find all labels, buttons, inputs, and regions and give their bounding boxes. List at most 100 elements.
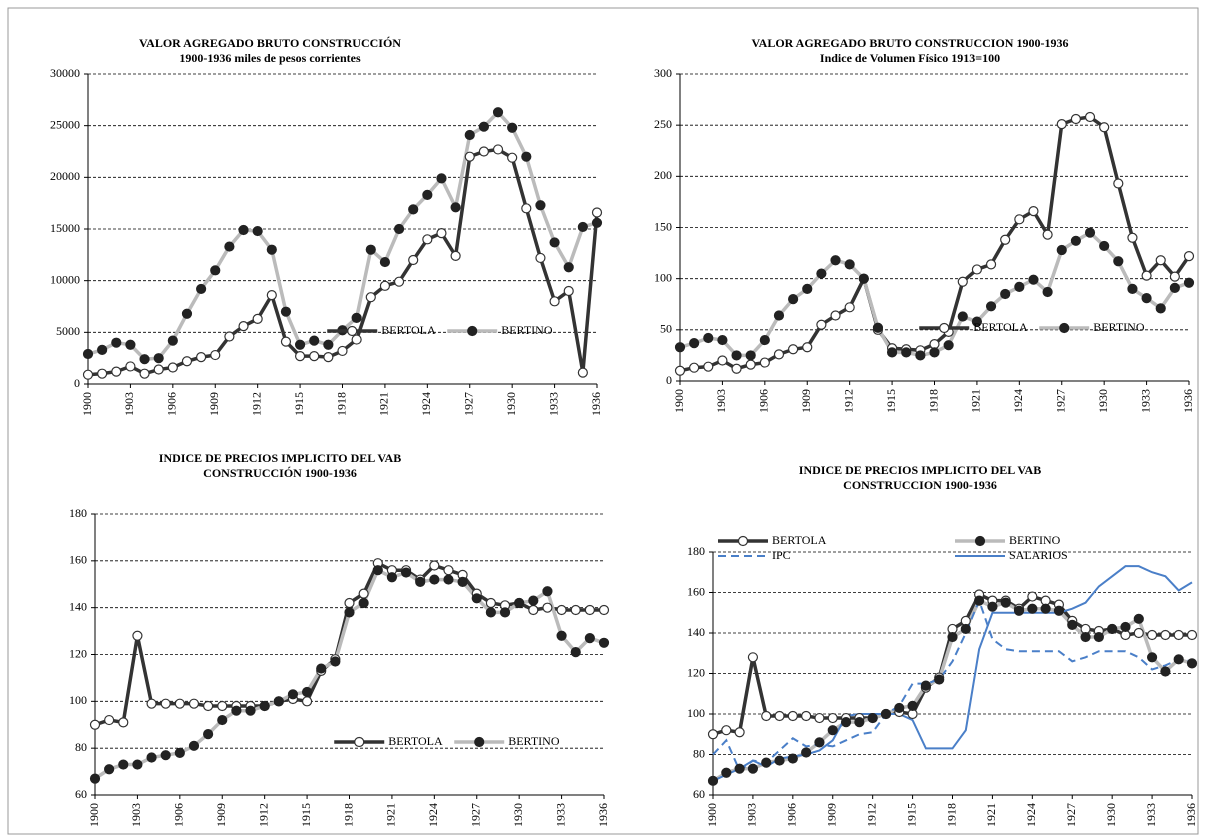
data-point [485,607,496,618]
data-point [894,702,905,714]
data-point [556,604,567,616]
data-point [188,740,200,751]
data-point [1133,627,1144,639]
series-line [679,230,1190,358]
x-tick-label: 1924 [1011,389,1025,413]
data-point [943,340,954,351]
data-point [787,710,798,722]
y-tick-label: 100 [687,706,705,720]
data-point [674,365,686,376]
data-point [422,189,433,200]
series-line [712,592,1192,736]
y-tick-label: 0 [666,373,672,387]
chart-subtitle: 1900-1936 miles de pesos corrientes [179,51,361,65]
data-point [1000,234,1011,245]
data-point [1067,619,1078,631]
x-tick-label: 1909 [214,803,228,827]
data-point [1027,591,1038,602]
data-point [1160,629,1171,641]
data-point [224,241,235,252]
x-tick-label: 1930 [1104,803,1118,827]
chart-title: INDICE DE PRECIOS IMPLICITO DEL VAB [159,451,401,465]
x-tick-label: 1906 [757,389,771,413]
data-point [492,107,504,118]
data-point [323,339,334,350]
data-point [146,698,157,709]
data-point [1169,282,1180,293]
legend-marker [1059,322,1070,334]
y-tick-label: 120 [69,646,87,660]
data-point [703,332,714,344]
data-point [309,335,320,346]
y-tick-label: 300 [654,66,672,80]
data-point [759,357,770,368]
data-point [104,764,115,775]
data-point [358,597,369,609]
data-point [598,637,610,648]
data-point [323,352,334,363]
data-point [139,368,150,379]
data-point [188,698,200,709]
data-point [132,759,143,770]
chart-title: INDICE DE PRECIOS IMPLICITO DEL VAB [799,463,1041,477]
data-point [1053,605,1065,616]
data-point [365,292,376,303]
data-point [1084,227,1096,238]
data-point [393,276,405,287]
x-tick-label: 1900 [705,803,719,827]
x-tick-label: 1924 [419,392,433,416]
x-tick-label: 1903 [122,392,136,416]
data-point [181,308,193,319]
chart-subtitle: CONSTRUCCION 1900-1936 [843,478,997,492]
data-point [598,604,610,616]
chart-subtitle: Indice de Volumen Físico 1913=100 [820,51,1000,65]
data-point [160,698,171,709]
data-point [181,356,193,367]
data-point [886,347,898,358]
y-tick-label: 30000 [50,66,80,80]
x-tick-label: 1927 [469,803,483,827]
legend-label: BERTOLA [388,734,443,748]
y-tick-label: 60 [75,787,87,801]
data-point [1146,652,1158,663]
x-tick-label: 1918 [334,392,348,416]
data-point [1107,623,1118,635]
data-point [1146,629,1158,641]
data-point [816,319,827,330]
data-point [1183,251,1195,262]
x-tick-label: 1909 [825,803,839,827]
data-point [82,348,94,360]
data-point [97,344,108,355]
x-tick-label: 1936 [1181,389,1195,413]
x-tick-label: 1933 [546,392,560,416]
data-point [802,283,813,294]
data-point [351,334,362,345]
data-point [563,262,574,273]
data-point [987,601,998,612]
data-point [844,259,855,270]
data-point [985,259,997,270]
data-point [217,714,228,726]
data-point [591,207,603,218]
data-point [947,631,958,643]
data-point [1028,206,1039,217]
data-point [111,337,122,348]
y-tick-label: 15000 [50,221,80,235]
y-tick-label: 150 [654,219,672,233]
data-point [721,767,732,778]
data-point [985,301,997,312]
data-point [1042,229,1053,240]
x-tick-label: 1918 [944,803,958,827]
y-tick-label: 5000 [56,324,80,338]
data-point [957,311,968,322]
data-point [89,719,101,730]
y-tick-label: 250 [654,117,672,131]
x-tick-label: 1900 [87,803,101,827]
y-tick-label: 160 [69,553,87,567]
legend-label: SALARIOS [1009,548,1068,562]
data-point [745,350,756,361]
data-point [689,362,700,373]
data-point [584,604,595,616]
data-point [773,349,785,360]
data-point [266,244,277,255]
